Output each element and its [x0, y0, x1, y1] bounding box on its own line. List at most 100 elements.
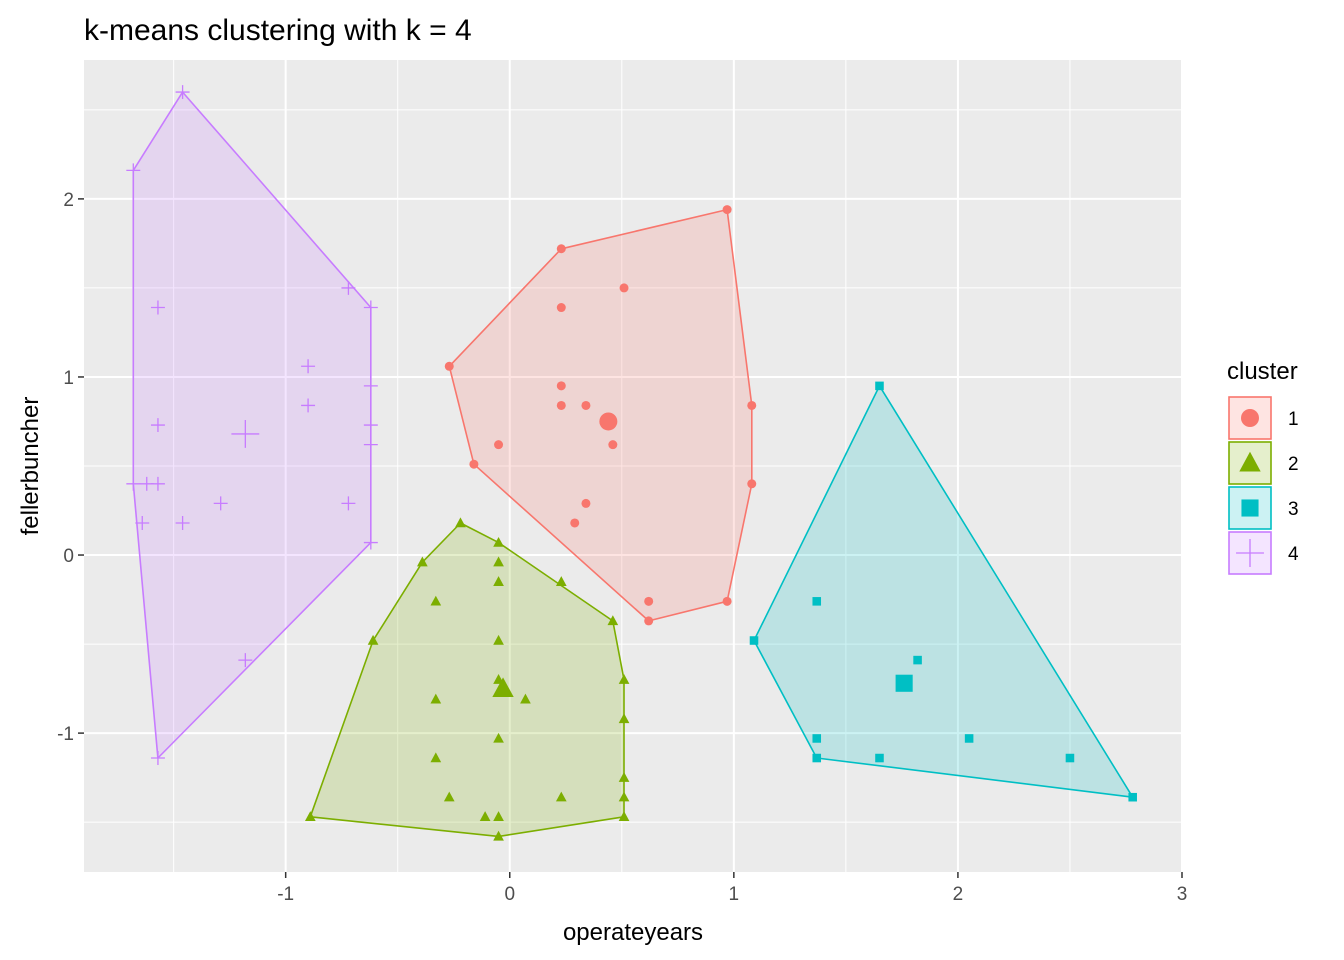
cluster-3-point: [875, 381, 884, 391]
cluster-3-point: [913, 655, 922, 665]
cluster-2-point: [555, 791, 567, 802]
x-axis-title: operateyears: [563, 919, 703, 946]
x-tick-label: 3: [1177, 884, 1188, 905]
y-tick-label: 2: [63, 190, 74, 211]
legend-marker-4: [1236, 539, 1264, 567]
y-tick-label: 1: [63, 368, 74, 389]
legend-title: cluster: [1227, 358, 1298, 385]
cluster-3-point: [812, 597, 822, 606]
cluster-2-point: [430, 752, 442, 763]
cluster-2-point: [618, 674, 630, 684]
cluster-4-center: [231, 419, 260, 448]
x-tick-label: 0: [504, 884, 515, 905]
cluster-1-point: [556, 381, 566, 391]
legend-label-1: 1: [1288, 409, 1299, 430]
cluster-1-point: [556, 303, 566, 313]
legend-label-2: 2: [1288, 454, 1299, 475]
cluster-2-point: [607, 615, 619, 626]
legend-label-4: 4: [1288, 544, 1299, 565]
cluster-2-point: [493, 576, 504, 586]
cluster-1-point: [608, 440, 618, 450]
cluster-1-point: [581, 498, 591, 508]
cluster-2-center: [492, 677, 514, 698]
cluster-4-point: [135, 516, 150, 530]
cluster-1-point: [747, 400, 757, 410]
y-axis-title: fellerbuncher: [17, 397, 44, 536]
cluster-1-point: [556, 400, 566, 410]
cluster-2-point: [417, 556, 428, 567]
cluster-1-point: [556, 244, 566, 254]
cluster-2-point: [618, 771, 630, 782]
cluster-4-point: [301, 359, 316, 374]
cluster-1-point: [469, 459, 479, 469]
cluster-3-point: [1128, 792, 1137, 802]
cluster-hulls: [132, 91, 1134, 838]
cluster-4-point: [363, 437, 378, 452]
cluster-2-point: [430, 595, 442, 606]
cluster-1-point: [619, 283, 629, 293]
cluster-4-point: [175, 516, 190, 530]
legend: cluster 1 2 3 4: [1227, 358, 1299, 575]
cluster-2-point: [520, 693, 531, 704]
cluster-2-point: [618, 791, 630, 802]
major-gridlines: [84, 60, 1183, 872]
y-axis: -1 0 1 2: [57, 190, 84, 745]
cluster-1-point: [644, 596, 654, 606]
cluster-2-point: [479, 811, 491, 822]
cluster-4-point: [213, 496, 228, 511]
x-axis: -1 0 1 2 3: [277, 872, 1187, 905]
x-tick-label: 2: [953, 884, 964, 905]
cluster-1-point: [444, 361, 454, 371]
cluster-1-point: [722, 596, 732, 606]
legend-marker-1: [1241, 409, 1259, 427]
cluster-1-center: [599, 412, 618, 431]
cluster-2-point: [493, 556, 504, 567]
cluster-4-point: [301, 398, 316, 413]
cluster-4-point: [126, 476, 141, 491]
cluster-2-point: [493, 732, 504, 743]
cluster-3-point: [875, 753, 884, 763]
cluster-2-point: [443, 791, 455, 802]
cluster-1-point: [581, 400, 591, 410]
cluster-4-point: [363, 378, 378, 393]
minor-gridlines: [84, 60, 1182, 872]
cluster-points: [126, 85, 1137, 841]
x-tick-label: 1: [729, 884, 740, 905]
cluster-2-point: [367, 634, 379, 645]
cluster-3-point: [812, 734, 822, 743]
cluster-4-point: [341, 280, 356, 295]
cluster-2-point: [618, 811, 630, 822]
cluster-4-point: [150, 418, 165, 433]
cluster-3-point: [749, 636, 759, 645]
y-tick-label: -1: [57, 724, 74, 745]
cluster-3-point: [1065, 753, 1075, 763]
cluster-4-point: [363, 418, 378, 433]
cluster-4-point: [341, 496, 356, 511]
cluster-4-point: [150, 751, 165, 766]
x-tick-label: -1: [277, 884, 294, 905]
chart-title: k-means clustering with k = 4: [84, 14, 472, 47]
cluster-4-point: [150, 300, 165, 315]
cluster-2-point: [493, 634, 504, 645]
cluster-2-point: [493, 830, 504, 841]
cluster-4-point: [238, 653, 253, 668]
cluster-3-point: [812, 753, 822, 763]
cluster-2-point: [430, 693, 442, 704]
cluster-2-point: [493, 536, 504, 547]
cluster-4-point: [363, 535, 378, 550]
cluster-3-center: [895, 674, 913, 692]
cluster-4-point: [150, 476, 165, 491]
cluster-1-point: [494, 440, 504, 450]
y-tick-label: 0: [63, 546, 74, 567]
cluster-2-point: [618, 713, 630, 724]
cluster-2-hull: [309, 522, 625, 838]
legend-marker-2: [1239, 451, 1261, 472]
cluster-1-point: [644, 616, 654, 626]
cluster-1-point: [747, 479, 757, 489]
cluster-2-point: [493, 811, 504, 822]
legend-marker-3: [1241, 499, 1259, 517]
cluster-3-point: [964, 734, 974, 743]
cluster-2-point: [455, 517, 466, 528]
cluster-2-point: [555, 576, 567, 586]
cluster-1-point: [722, 205, 732, 215]
